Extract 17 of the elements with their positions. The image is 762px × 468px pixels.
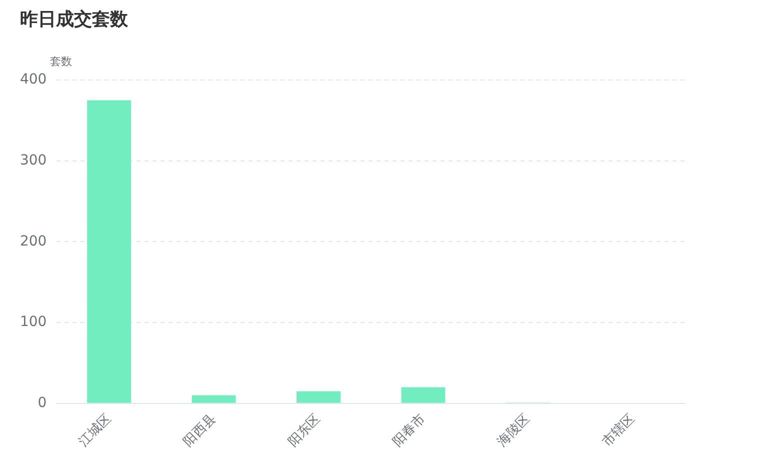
bar bbox=[296, 391, 340, 403]
chart-title: 昨日成交套数 bbox=[20, 8, 128, 31]
x-tick-label: 阳春市 bbox=[390, 412, 428, 450]
y-tick-label: 300 bbox=[20, 152, 47, 168]
x-tick-label: 江城区 bbox=[76, 412, 114, 450]
bar bbox=[87, 100, 132, 403]
bar bbox=[192, 395, 236, 403]
y-axis-title: 套数 bbox=[50, 54, 72, 69]
y-tick-label: 0 bbox=[38, 395, 47, 412]
y-tick-label: 200 bbox=[20, 233, 47, 250]
x-tick-label: 阳东区 bbox=[286, 412, 324, 450]
x-tick-label: 市辖区 bbox=[600, 412, 638, 450]
bar bbox=[401, 387, 446, 403]
y-tick-label: 100 bbox=[20, 314, 47, 330]
x-tick-label: 海陵区 bbox=[494, 412, 534, 450]
x-tick-label: 阳西县 bbox=[180, 412, 220, 450]
y-tick-label: 400 bbox=[20, 72, 47, 88]
